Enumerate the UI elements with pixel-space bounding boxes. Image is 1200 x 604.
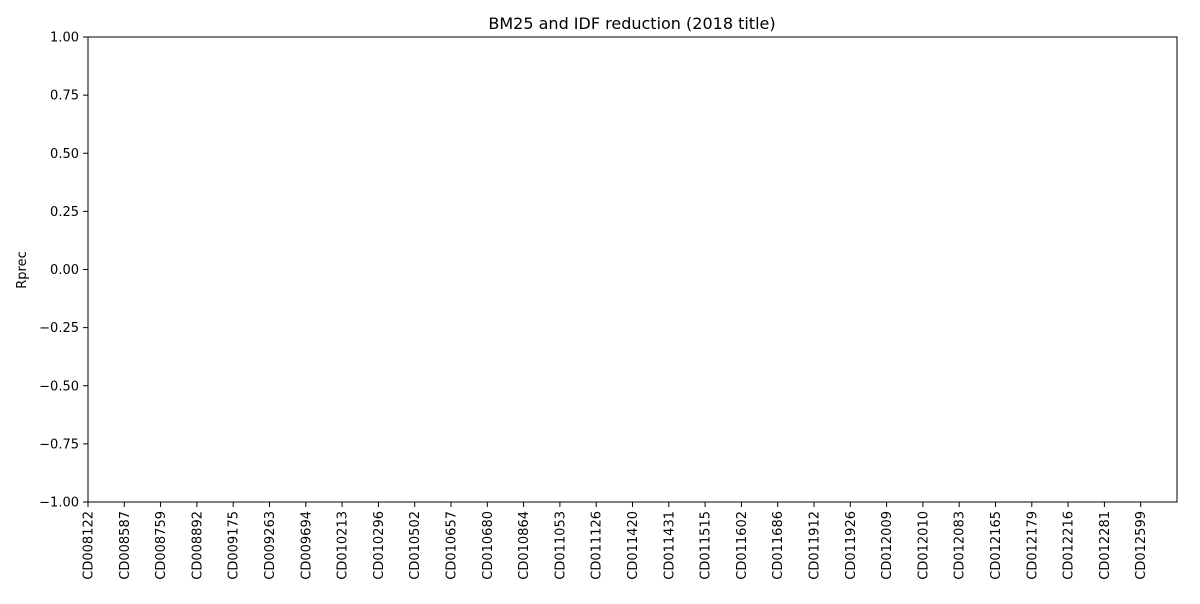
x-tick-label: CD012010 <box>916 511 931 580</box>
x-tick-label: CD009263 <box>263 511 278 580</box>
x-tick-label: CD010680 <box>481 511 496 580</box>
x-tick-label: CD012216 <box>1062 511 1077 580</box>
chart-title: BM25 and IDF reduction (2018 title) <box>488 14 775 33</box>
x-tick-label: CD011602 <box>735 511 750 580</box>
x-tick-label: CD012083 <box>953 511 968 580</box>
x-tick-label: CD011420 <box>626 511 641 580</box>
x-tick-label: CD010213 <box>336 511 351 580</box>
x-tick-label: CD010296 <box>372 511 387 580</box>
y-tick-label: −0.75 <box>39 437 79 452</box>
x-tick-label: CD010657 <box>445 511 460 580</box>
x-axis-ticks: CD008122 CD008587 CD008759 CD008892 CD009175… <box>82 502 1149 580</box>
y-tick-label: −0.25 <box>39 321 79 336</box>
plot-area-frame <box>87 36 1178 503</box>
y-tick-label: 0.00 <box>50 263 79 278</box>
x-tick-label: CD012009 <box>880 511 895 580</box>
y-tick-label: 0.50 <box>50 147 79 162</box>
x-tick-label: CD008587 <box>118 511 133 580</box>
x-tick-label: CD011431 <box>662 511 677 580</box>
y-tick-label: −0.50 <box>39 379 79 394</box>
y-axis-ticks: −1.00 −0.75 −0.50 −0.25 0.00 0.25 0.50 0.75 1.00 <box>39 31 88 511</box>
y-axis-label: Rprec <box>15 251 30 289</box>
x-tick-label: CD009694 <box>299 511 314 580</box>
y-tick-label: 1.00 <box>50 31 79 46</box>
x-tick-label: CD011126 <box>590 511 605 580</box>
x-tick-label: CD010864 <box>517 511 532 580</box>
x-tick-label: CD009175 <box>227 511 242 580</box>
x-tick-label: CD011912 <box>808 511 823 580</box>
x-tick-label: CD012281 <box>1098 511 1113 580</box>
x-tick-label: CD011926 <box>844 511 859 580</box>
x-tick-label: CD008892 <box>190 511 205 580</box>
x-tick-label: CD011686 <box>771 511 786 580</box>
y-tick-label: −1.00 <box>39 496 79 511</box>
y-tick-label: 0.75 <box>50 89 79 104</box>
x-tick-label: CD008122 <box>82 511 97 580</box>
x-tick-label: CD008759 <box>154 511 169 580</box>
x-tick-label: CD010502 <box>408 511 423 580</box>
x-tick-label: CD012165 <box>989 511 1004 580</box>
x-tick-label: CD011053 <box>553 511 568 580</box>
x-tick-label: CD012599 <box>1134 511 1149 580</box>
x-tick-label: CD012179 <box>1025 511 1040 580</box>
y-tick-label: 0.25 <box>50 205 79 220</box>
x-tick-label: CD011515 <box>699 511 714 580</box>
